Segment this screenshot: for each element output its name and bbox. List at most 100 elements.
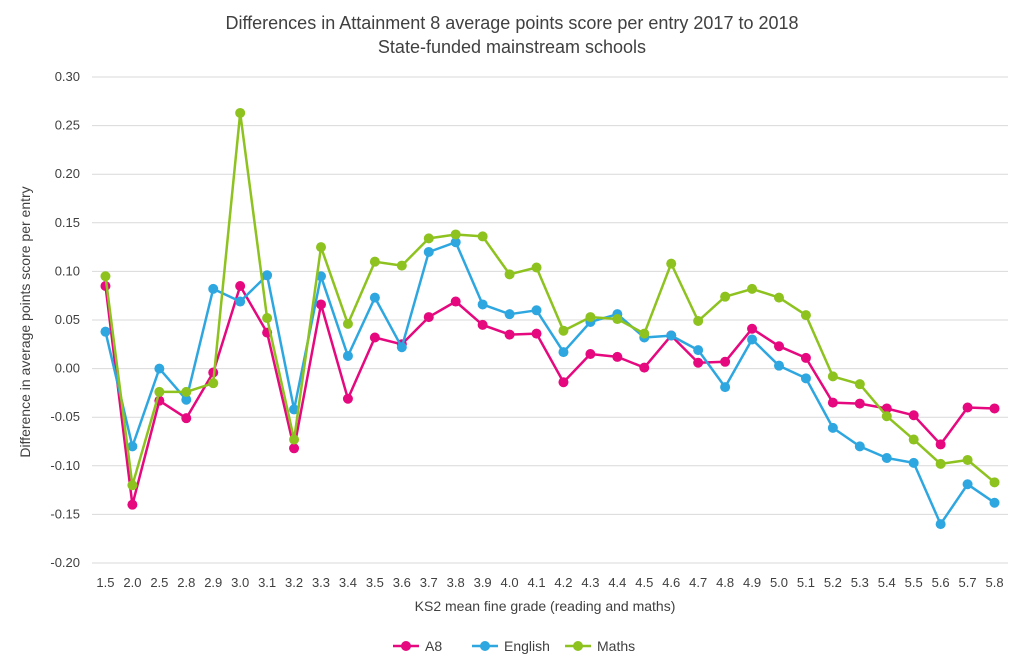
- y-axis-ticks: 0.30 0.25 0.20 0.15 0.10 0.05 0.00 -0.05 -0.10 -0…: [50, 69, 80, 570]
- data-point: [935, 458, 946, 469]
- x-tick-label: 1.5: [96, 575, 114, 590]
- series-line: [104, 111, 996, 487]
- data-point: [181, 394, 192, 405]
- data-point: [693, 345, 704, 356]
- y-tick-label: 0.05: [55, 312, 80, 327]
- data-point: [854, 379, 865, 390]
- x-tick-label: 3.1: [258, 575, 276, 590]
- data-point: [612, 314, 623, 325]
- series-a8: [100, 280, 1000, 510]
- data-point: [774, 292, 784, 303]
- data-point: [289, 443, 300, 454]
- legend-swatch-marker: [401, 641, 411, 651]
- data-point: [908, 434, 919, 445]
- x-tick-label: 3.9: [474, 575, 492, 590]
- x-tick-label: 3.3: [312, 575, 330, 590]
- x-tick-label: 3.6: [393, 575, 411, 590]
- legend-label: A8: [425, 638, 442, 654]
- x-tick-label: 3.5: [366, 575, 384, 590]
- data-point: [720, 291, 731, 302]
- y-tick-label: -0.15: [50, 506, 80, 521]
- data-point: [450, 296, 461, 307]
- data-point: [127, 499, 138, 510]
- data-point: [800, 373, 811, 384]
- x-axis-label: KS2 mean fine grade (reading and maths): [415, 598, 676, 614]
- x-tick-label: 2.5: [150, 575, 168, 590]
- data-point: [289, 404, 300, 415]
- data-point: [989, 497, 1000, 508]
- legend-label: English: [504, 638, 550, 654]
- y-tick-label: 0.30: [55, 69, 80, 84]
- data-point: [262, 270, 273, 281]
- x-tick-label: 5.7: [959, 575, 977, 590]
- y-tick-label: 0.00: [55, 361, 80, 376]
- data-point: [208, 283, 219, 294]
- data-point: [720, 356, 731, 367]
- x-tick-label: 5.3: [851, 575, 869, 590]
- legend-item-a8: A8: [393, 638, 442, 654]
- data-point: [854, 441, 865, 452]
- data-point: [908, 410, 919, 421]
- series-maths: [100, 107, 1000, 491]
- data-point: [127, 441, 138, 452]
- x-tick-label: 5.2: [824, 575, 842, 590]
- x-tick-label: 3.7: [420, 575, 438, 590]
- x-tick-label: 5.0: [770, 575, 788, 590]
- data-point: [477, 231, 488, 242]
- x-tick-label: 4.8: [716, 575, 734, 590]
- data-point: [666, 330, 677, 341]
- x-tick-label: 5.8: [985, 575, 1003, 590]
- data-point: [693, 315, 704, 326]
- data-point: [100, 271, 111, 282]
- x-tick-label: 4.3: [581, 575, 599, 590]
- data-point: [342, 393, 353, 404]
- x-tick-label: 4.9: [743, 575, 761, 590]
- y-tick-label: -0.20: [50, 555, 80, 570]
- data-point: [720, 382, 731, 393]
- data-point: [369, 332, 380, 343]
- x-tick-label: 5.6: [932, 575, 950, 590]
- data-point: [235, 107, 246, 118]
- x-tick-label: 4.2: [554, 575, 572, 590]
- data-point: [774, 360, 784, 371]
- data-point: [962, 454, 973, 465]
- data-point: [612, 351, 623, 362]
- y-tick-label: 0.10: [55, 263, 80, 278]
- y-tick-label: 0.25: [55, 118, 80, 133]
- data-point: [342, 318, 353, 329]
- data-point: [585, 349, 596, 360]
- data-point: [585, 312, 596, 323]
- x-tick-label: 4.0: [501, 575, 519, 590]
- data-point: [154, 386, 165, 397]
- data-point: [558, 347, 569, 358]
- data-point: [262, 313, 273, 324]
- data-point: [127, 480, 138, 491]
- data-point: [989, 477, 1000, 488]
- x-tick-label: 4.7: [689, 575, 707, 590]
- data-point: [396, 342, 407, 353]
- data-point: [639, 328, 650, 339]
- data-point: [504, 309, 515, 320]
- x-tick-label: 2.8: [177, 575, 195, 590]
- x-tick-label: 4.5: [635, 575, 653, 590]
- series-line: [104, 284, 995, 506]
- data-point: [316, 299, 326, 310]
- data-point: [935, 439, 946, 450]
- data-point: [800, 310, 811, 321]
- data-point: [423, 312, 434, 323]
- legend-item-english: English: [472, 638, 550, 654]
- data-point: [423, 233, 434, 244]
- data-point: [774, 341, 784, 352]
- data-point: [800, 352, 811, 363]
- x-tick-label: 2.9: [204, 575, 222, 590]
- data-point: [531, 305, 542, 316]
- data-point: [235, 296, 246, 307]
- data-point: [423, 246, 434, 257]
- legend-label: Maths: [597, 638, 635, 654]
- chart-subtitle: State-funded mainstream schools: [378, 37, 646, 57]
- data-point: [962, 402, 973, 413]
- x-axis-ticks: 1.5 2.0 2.5 2.8 2.9 3.0 3.1 3.2 3.3 3.4 3.5 3.6 3.7 3…: [96, 575, 1003, 590]
- series-line: [104, 240, 996, 526]
- data-point: [477, 319, 488, 330]
- x-tick-label: 3.8: [447, 575, 465, 590]
